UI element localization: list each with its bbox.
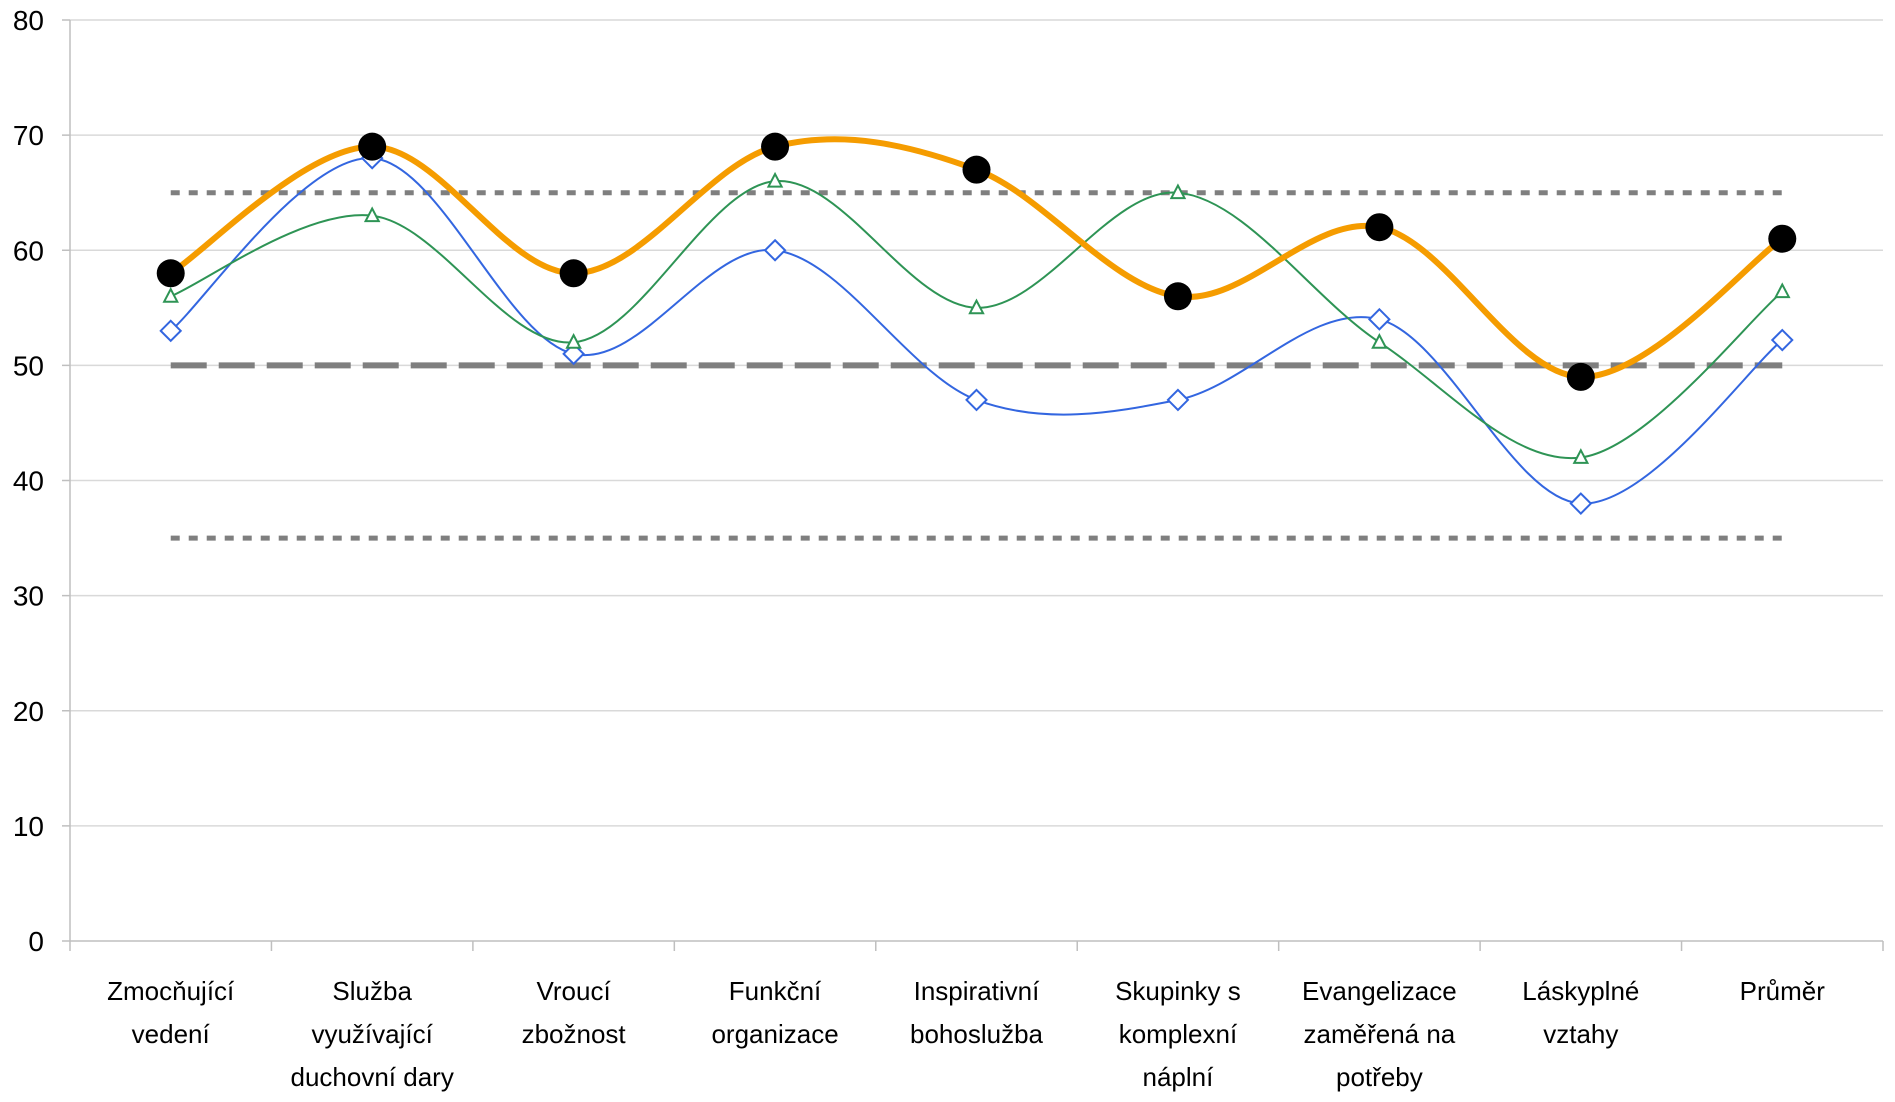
data-point-triangle	[766, 171, 784, 188]
y-tick-label: 30	[13, 581, 44, 612]
data-point-circle	[156, 259, 185, 288]
y-axis-tick-labels: 0 10 20 30 40 50 60 70 80	[13, 5, 44, 957]
x-tick-label-line: Vroucí	[537, 976, 612, 1006]
x-tick-label: Služba využívající duchovní dary	[291, 976, 454, 1092]
x-tick-label-line: Inspirativní	[914, 976, 1040, 1006]
data-point-triangle	[162, 286, 179, 303]
x-axis-tick-labels: Zmocňující vedení Služba využívající duchovn…	[107, 976, 1825, 1092]
x-tick-label-line: vztahy	[1543, 1019, 1618, 1049]
data-point-diamond	[1569, 492, 1593, 515]
x-tick-label-line: duchovní dary	[291, 1062, 454, 1092]
x-tick-label-line: Láskyplné	[1522, 976, 1639, 1006]
x-tick-label-line: Skupinky s	[1115, 976, 1241, 1006]
y-tick-label: 40	[13, 466, 44, 497]
data-point-diamond	[159, 319, 183, 343]
x-tick-label-line: Evangelizace	[1302, 976, 1457, 1006]
data-point-triangle	[1774, 282, 1791, 299]
data-point-triangle	[565, 332, 582, 349]
y-tick-label: 0	[28, 926, 44, 957]
data-point-circle	[1365, 213, 1394, 242]
x-tick-label-line: Zmocňující	[107, 976, 235, 1006]
x-tick-label: Láskyplné vztahy	[1522, 976, 1639, 1049]
x-tick-label-line: organizace	[711, 1019, 838, 1049]
x-tick-label: Průměr	[1740, 976, 1826, 1006]
y-tick-label: 70	[13, 120, 44, 151]
data-point-circle	[1163, 282, 1192, 311]
data-point-diamond	[763, 238, 787, 262]
data-point-triangle	[968, 298, 985, 315]
data-point-diamond	[965, 388, 988, 412]
x-tick-label-line: komplexní	[1119, 1019, 1238, 1049]
data-point-diamond	[1166, 388, 1190, 412]
x-tick-label: Vroucí zbožnost	[522, 976, 627, 1049]
axes	[62, 19, 1884, 951]
x-tick-label-line: náplní	[1143, 1062, 1215, 1092]
x-tick-label: Skupinky s komplexní náplní	[1115, 976, 1241, 1092]
series-line-diamond-open	[170, 157, 1783, 505]
y-tick-label: 60	[13, 235, 44, 266]
x-tick-label: Funkční organizace	[711, 976, 838, 1049]
reference-lines	[170, 190, 1783, 541]
x-tick-label-line: Průměr	[1740, 976, 1826, 1006]
x-tick-label-line: vedení	[132, 1019, 211, 1049]
y-tick-label: 10	[13, 811, 44, 842]
x-tick-label-line: potřeby	[1336, 1062, 1423, 1092]
data-point-triangle	[1169, 183, 1187, 200]
x-tick-label-line: využívající	[311, 1019, 433, 1049]
series-markers	[156, 132, 1797, 515]
data-point-diamond	[1770, 328, 1794, 352]
y-tick-label: 80	[13, 5, 44, 36]
x-tick-label-line: Služba	[332, 976, 412, 1006]
data-point-triangle	[1572, 448, 1590, 464]
series-line-triangle-open	[170, 180, 1783, 460]
x-tick-label-line: Funkční	[729, 976, 822, 1006]
data-point-circle	[761, 132, 790, 161]
x-tick-label: Zmocňující vedení	[107, 976, 235, 1049]
x-tick-label: Evangelizace zaměřená na potřeby	[1302, 976, 1457, 1092]
data-point-diamond	[562, 342, 586, 366]
x-tick-label-line: bohoslužba	[910, 1019, 1044, 1049]
data-point-circle	[358, 132, 387, 161]
gridlines	[70, 19, 1883, 827]
data-point-circle	[1768, 224, 1797, 253]
data-point-circle	[962, 155, 991, 184]
y-tick-label: 50	[13, 350, 44, 381]
x-tick-label-line: zbožnost	[522, 1019, 627, 1049]
x-tick-label-line: zaměřená na	[1304, 1019, 1456, 1049]
data-point-diamond	[1367, 307, 1391, 331]
y-tick-label: 20	[13, 696, 44, 727]
data-point-circle	[1566, 362, 1595, 391]
data-point-triangle	[363, 206, 381, 223]
data-point-circle	[559, 259, 588, 288]
x-tick-label: Inspirativní bohoslužba	[910, 976, 1044, 1049]
data-point-triangle	[1371, 332, 1388, 349]
